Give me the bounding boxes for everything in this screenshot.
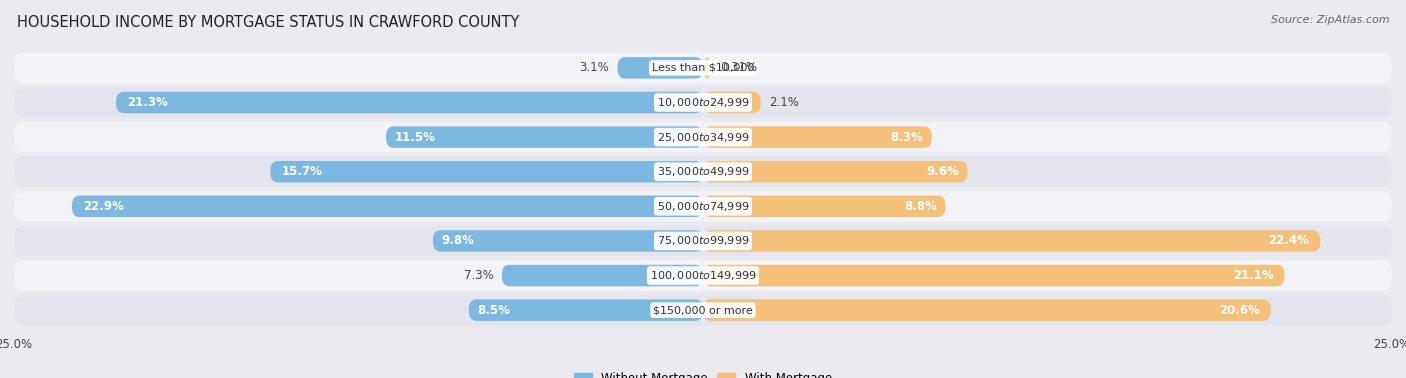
Text: $10,000 to $24,999: $10,000 to $24,999	[657, 96, 749, 109]
FancyBboxPatch shape	[703, 126, 932, 148]
Text: 2.1%: 2.1%	[769, 96, 799, 109]
Text: 0.31%: 0.31%	[720, 61, 756, 74]
Text: 15.7%: 15.7%	[281, 165, 322, 178]
FancyBboxPatch shape	[270, 161, 703, 183]
Text: 20.6%: 20.6%	[1219, 304, 1260, 317]
Text: 8.5%: 8.5%	[477, 304, 510, 317]
Text: 11.5%: 11.5%	[394, 130, 436, 144]
FancyBboxPatch shape	[14, 295, 1392, 325]
FancyBboxPatch shape	[468, 299, 703, 321]
Text: $35,000 to $49,999: $35,000 to $49,999	[657, 165, 749, 178]
Text: 7.3%: 7.3%	[464, 269, 494, 282]
Text: 3.1%: 3.1%	[579, 61, 609, 74]
FancyBboxPatch shape	[14, 156, 1392, 187]
Text: 22.9%: 22.9%	[83, 200, 124, 213]
Text: HOUSEHOLD INCOME BY MORTGAGE STATUS IN CRAWFORD COUNTY: HOUSEHOLD INCOME BY MORTGAGE STATUS IN C…	[17, 15, 519, 30]
FancyBboxPatch shape	[703, 230, 1320, 252]
Text: $150,000 or more: $150,000 or more	[654, 305, 752, 315]
FancyBboxPatch shape	[387, 126, 703, 148]
FancyBboxPatch shape	[703, 299, 1271, 321]
FancyBboxPatch shape	[617, 57, 703, 79]
FancyBboxPatch shape	[14, 53, 1392, 83]
FancyBboxPatch shape	[14, 191, 1392, 222]
FancyBboxPatch shape	[703, 161, 967, 183]
FancyBboxPatch shape	[703, 57, 711, 79]
FancyBboxPatch shape	[703, 265, 1285, 286]
Text: Less than $10,000: Less than $10,000	[652, 63, 754, 73]
Text: $100,000 to $149,999: $100,000 to $149,999	[650, 269, 756, 282]
Text: 8.8%: 8.8%	[904, 200, 938, 213]
FancyBboxPatch shape	[14, 87, 1392, 118]
FancyBboxPatch shape	[703, 92, 761, 113]
Text: 8.3%: 8.3%	[891, 130, 924, 144]
Text: $25,000 to $34,999: $25,000 to $34,999	[657, 130, 749, 144]
Legend: Without Mortgage, With Mortgage: Without Mortgage, With Mortgage	[569, 367, 837, 378]
Text: 21.3%: 21.3%	[127, 96, 167, 109]
FancyBboxPatch shape	[14, 122, 1392, 152]
Text: $50,000 to $74,999: $50,000 to $74,999	[657, 200, 749, 213]
Text: Source: ZipAtlas.com: Source: ZipAtlas.com	[1271, 15, 1389, 25]
FancyBboxPatch shape	[502, 265, 703, 286]
Text: 21.1%: 21.1%	[1233, 269, 1274, 282]
FancyBboxPatch shape	[433, 230, 703, 252]
FancyBboxPatch shape	[14, 260, 1392, 291]
FancyBboxPatch shape	[703, 195, 945, 217]
Text: 22.4%: 22.4%	[1268, 234, 1309, 248]
FancyBboxPatch shape	[14, 226, 1392, 256]
FancyBboxPatch shape	[72, 195, 703, 217]
Text: 9.8%: 9.8%	[441, 234, 474, 248]
Text: 9.6%: 9.6%	[927, 165, 959, 178]
Text: $75,000 to $99,999: $75,000 to $99,999	[657, 234, 749, 248]
FancyBboxPatch shape	[117, 92, 703, 113]
